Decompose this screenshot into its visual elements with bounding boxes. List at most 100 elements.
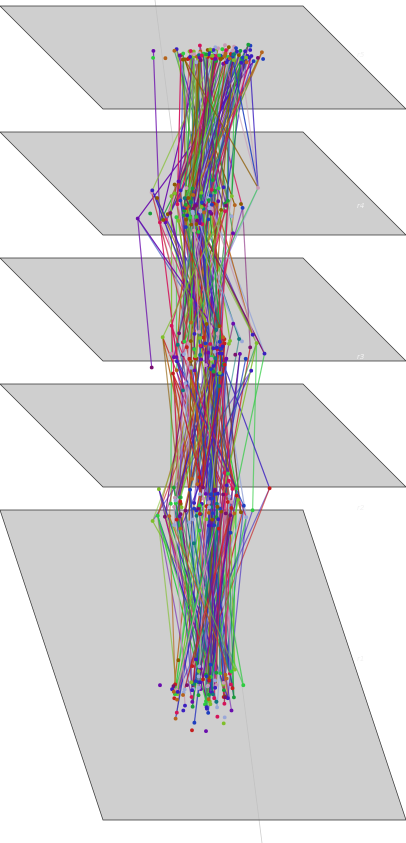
edge [186,50,241,216]
node [195,218,200,223]
node [173,495,177,500]
node [248,345,253,350]
node [211,373,216,377]
edge [231,51,237,197]
node [184,345,189,350]
node [193,354,198,359]
edge [176,519,193,691]
node [209,187,214,192]
node [207,678,212,683]
edge [152,360,213,522]
node [198,43,202,48]
node [213,356,218,361]
node [240,206,245,210]
node [241,683,246,688]
node [223,43,227,48]
node [198,194,203,199]
node [203,341,208,346]
node [183,508,188,513]
node [172,48,177,53]
node [177,53,182,58]
node [175,697,179,702]
edge [152,50,161,223]
node [185,683,189,687]
node [243,356,248,361]
edge [249,57,259,188]
plane-label-p4: r4 [357,202,364,210]
node [191,193,196,197]
edge [182,53,191,218]
node [161,218,166,222]
node [244,55,249,60]
node [168,211,173,215]
node [256,186,260,190]
node [218,56,223,61]
node [181,693,185,697]
node [194,222,199,227]
node [189,320,193,325]
node [206,711,211,715]
node [172,182,177,187]
node [238,352,242,356]
node [232,511,237,516]
edge [179,348,221,529]
node [191,517,195,522]
node [228,339,232,343]
node [181,388,185,393]
node [208,47,213,52]
node [206,510,211,515]
node [232,667,237,672]
node [169,323,174,328]
plane-label-p2: r2 [357,504,365,512]
node [210,202,214,207]
node [222,715,227,720]
node [228,513,233,518]
node [216,491,220,496]
plane-label-p5: r5 [357,51,365,59]
node [200,200,204,205]
node [250,332,255,337]
node [210,496,215,501]
node [224,203,228,208]
node [194,657,198,662]
node [211,364,216,368]
node [212,349,217,354]
node [174,215,179,220]
node [197,475,202,480]
node [196,506,201,511]
node [226,478,231,483]
node [194,215,199,219]
node [205,706,209,711]
node [188,487,193,492]
node [210,511,215,515]
node [192,368,197,373]
node [190,728,194,733]
node [214,328,219,332]
node [177,331,182,336]
node [222,341,227,346]
node [222,471,227,475]
node [163,56,168,61]
node [207,692,212,697]
node [178,495,182,500]
node [192,52,197,57]
node [221,335,226,340]
node [223,209,228,214]
node [248,48,253,52]
node [234,493,239,498]
node [197,503,202,508]
edge [220,200,229,346]
node [182,352,186,357]
node [224,60,229,65]
node [231,52,236,57]
node [155,513,160,518]
node [197,528,202,533]
node [198,492,202,496]
node [222,701,227,706]
node [169,194,174,199]
node [135,216,140,221]
edge [189,385,220,490]
node [192,228,196,233]
edge [164,222,190,344]
node [206,217,211,222]
